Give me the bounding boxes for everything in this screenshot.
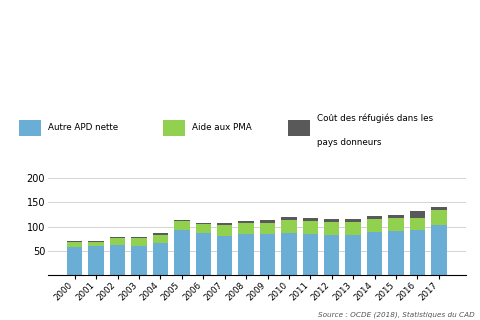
Bar [153, 243, 168, 275]
Bar [260, 220, 275, 223]
Text: pays donneurs: pays donneurs [317, 138, 381, 147]
Bar [288, 120, 310, 136]
Bar [239, 223, 254, 234]
Text: APD nette, milliards USD, prix constants de 2016: APD nette, milliards USD, prix constants… [41, 80, 252, 89]
Bar [346, 219, 361, 222]
Text: L’aide au développement stable en 2017 avec moins de: L’aide au développement stable en 2017 a… [41, 7, 379, 18]
Bar [195, 233, 211, 275]
Bar [281, 233, 297, 275]
Text: Coût des réfugiés dans les: Coût des réfugiés dans les [317, 114, 433, 123]
Bar [174, 220, 190, 221]
Bar [431, 211, 446, 225]
Bar [67, 247, 83, 275]
Text: ): ) [6, 31, 15, 51]
Bar [19, 120, 41, 136]
Bar [303, 218, 318, 221]
Bar [217, 223, 232, 225]
Bar [217, 236, 232, 275]
Text: Aide aux PMA: Aide aux PMA [192, 123, 252, 132]
Text: dépenses consacrées aux réfugiés: dépenses consacrées aux réfugiés [41, 41, 252, 52]
Bar [367, 216, 383, 219]
Bar [281, 217, 297, 220]
Bar [410, 230, 425, 275]
Bar [67, 242, 83, 247]
Bar [131, 237, 147, 238]
Bar [367, 219, 383, 232]
Bar [195, 224, 211, 233]
Bar [346, 222, 361, 235]
Bar [324, 219, 339, 222]
Bar [260, 234, 275, 275]
Text: Source : OCDE (2018), Statistiques du CAD: Source : OCDE (2018), Statistiques du CA… [318, 312, 475, 318]
Bar [110, 237, 125, 238]
Bar [163, 120, 185, 136]
Bar [431, 206, 446, 211]
Bar [88, 241, 104, 242]
Bar [174, 221, 190, 230]
Bar [153, 235, 168, 243]
Bar [217, 225, 232, 236]
Text: ): ) [15, 31, 24, 51]
Bar [153, 233, 168, 235]
Bar [324, 235, 339, 275]
Text: Autre APD nette: Autre APD nette [48, 123, 118, 132]
Bar [239, 221, 254, 223]
Bar [110, 238, 125, 245]
Bar [410, 211, 425, 218]
Bar [260, 223, 275, 234]
Text: ): ) [24, 31, 32, 51]
Bar [346, 235, 361, 275]
Bar [110, 245, 125, 275]
Bar [88, 242, 104, 246]
Bar [131, 238, 147, 246]
Bar [174, 230, 190, 275]
Bar [388, 231, 404, 275]
Bar [239, 234, 254, 275]
Bar [431, 225, 446, 275]
Bar [88, 246, 104, 275]
Bar [410, 218, 425, 230]
Bar [67, 241, 83, 242]
Bar [367, 232, 383, 275]
Bar [281, 220, 297, 233]
Bar [388, 215, 404, 218]
Bar [324, 222, 339, 235]
Bar [388, 218, 404, 231]
Bar [131, 246, 147, 275]
Bar [195, 223, 211, 224]
Bar [303, 221, 318, 234]
Bar [303, 234, 318, 275]
